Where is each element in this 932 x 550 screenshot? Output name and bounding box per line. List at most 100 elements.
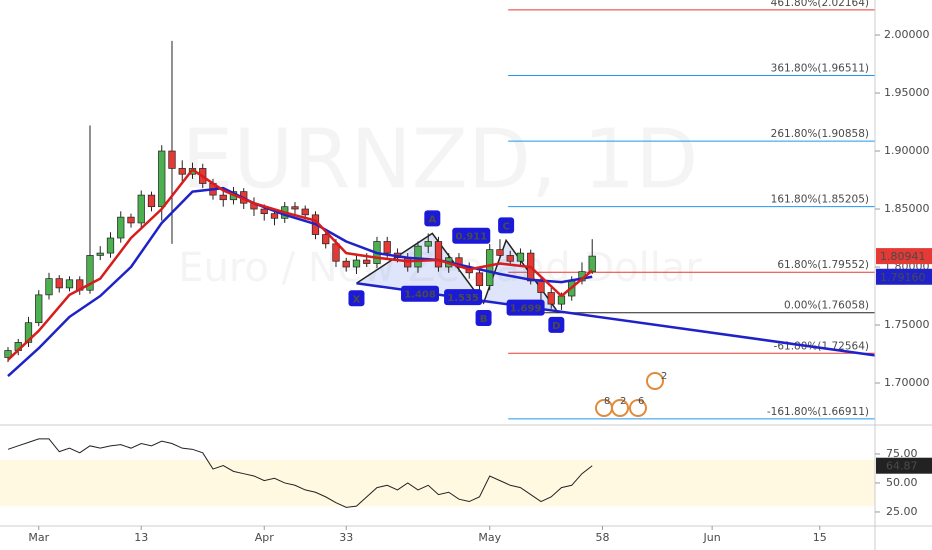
candle-body: [260, 208, 268, 215]
candle-body: [35, 294, 43, 324]
candle-body: [547, 292, 555, 305]
x-tick-label: Mar: [28, 531, 49, 544]
x-tick-label: 33: [339, 531, 353, 544]
candle-body: [496, 249, 504, 256]
rsi-tick-label: 75.00: [886, 447, 918, 460]
candle-body: [178, 168, 186, 175]
fib-label: 461.80%(2.02164): [771, 0, 869, 9]
y-tick-label: 1.95000: [884, 86, 930, 99]
fib-label: -161.80%(1.66911): [767, 406, 869, 418]
candle-body: [24, 322, 33, 343]
x-tick-label: 15: [813, 531, 827, 544]
pattern-ratio-box: [444, 289, 483, 306]
rsi-band: [0, 459, 875, 507]
fib-label: 161.80%(1.85205): [771, 194, 869, 206]
candle-body: [475, 272, 484, 286]
x-tick-label: Apr: [255, 531, 275, 544]
event-label: 6: [638, 396, 644, 407]
rsi-tick-label: 25.00: [886, 505, 918, 518]
event-badge: [629, 399, 647, 417]
candle-body: [506, 255, 514, 262]
candle-body: [106, 237, 115, 254]
y-tick-label: 1.75000: [884, 318, 930, 331]
y-tick-label: 1.85000: [884, 202, 930, 215]
pattern-point-box: [348, 290, 365, 307]
pattern-point-box: [498, 217, 515, 234]
moving-average: [7, 168, 594, 361]
event-badge: [646, 372, 664, 390]
pattern-point-label: A: [428, 214, 436, 225]
y-tick-label: 2.00000: [884, 28, 930, 41]
candle-body: [383, 241, 391, 254]
event-label: 8: [604, 396, 610, 407]
candle-body: [291, 206, 299, 210]
candle-body: [86, 255, 94, 291]
price-label-box: [876, 248, 932, 265]
rsi-value-label: 64.87: [886, 460, 918, 473]
candle-body: [45, 278, 53, 296]
trendline: [356, 282, 875, 357]
candle-body: [434, 241, 443, 268]
pattern-point-box: [475, 309, 492, 326]
event-label: 2: [661, 371, 667, 382]
pattern-point-box: [424, 210, 441, 227]
x-tick-label: May: [478, 531, 501, 544]
pattern-ratio-label: 0.911: [455, 232, 487, 243]
fib-label: 261.80%(1.90858): [771, 128, 869, 140]
pattern-ratio-label: 1.408: [404, 290, 436, 301]
price-label: 1.80941: [880, 250, 926, 263]
fib-label: -61.80%(1.72564): [774, 340, 869, 352]
candle-body: [4, 350, 12, 358]
candle-body: [342, 260, 350, 268]
pattern-point-box: [548, 316, 565, 333]
pattern-point-label: C: [502, 221, 509, 232]
price-label: 1.79160: [880, 271, 926, 284]
candle-body: [322, 234, 330, 245]
price-label-box: [876, 268, 932, 285]
price-pane: 461.80%(2.02164)361.80%(1.96511)261.80%(…: [4, 0, 875, 420]
candle-body: [424, 241, 432, 247]
fib-label: 0.00%(1.76058): [784, 300, 869, 312]
pattern-point-label: B: [480, 314, 488, 325]
pattern-ratio-label: 1.535: [447, 293, 479, 304]
pattern-point-label: D: [552, 321, 560, 332]
candle-body: [117, 216, 125, 239]
rsi-pane: [0, 438, 875, 508]
pattern-point-label: X: [353, 294, 361, 305]
pattern-fill: [356, 233, 484, 303]
candle-body: [363, 259, 371, 264]
x-tick-label: 13: [134, 531, 148, 544]
watermark-symbol: EURNZD, 1D: [182, 112, 699, 207]
pattern-ratio-box: [452, 227, 491, 244]
candle-body: [65, 279, 74, 289]
candle-body: [55, 278, 63, 289]
candle-body: [137, 194, 145, 224]
fib-label: 61.80%(1.79552): [777, 259, 869, 271]
x-tick-label: Jun: [703, 531, 721, 544]
candle-body: [219, 194, 227, 201]
pattern-line: [356, 232, 557, 311]
event-badge: [611, 399, 629, 417]
candle-body: [352, 259, 361, 268]
pattern-ratio-label: 1.699: [510, 304, 542, 315]
rsi-value-box: [876, 457, 932, 474]
pattern-ratio-box: [506, 299, 545, 316]
moving-average: [7, 186, 593, 377]
candle-body: [537, 280, 545, 293]
candle-body: [270, 213, 279, 219]
candle-body: [147, 194, 156, 208]
candle-body: [414, 245, 422, 268]
candle-body: [158, 150, 166, 208]
y-tick-label: 1.70000: [884, 376, 930, 389]
candle-body: [486, 249, 494, 286]
event-label: 2: [620, 396, 626, 407]
x-tick-label: 58: [595, 531, 609, 544]
rsi-tick-label: 50.00: [886, 476, 918, 489]
candle-body: [96, 252, 104, 256]
candle-body: [301, 208, 309, 216]
candle-body: [127, 216, 135, 224]
fib-label: 361.80%(1.96511): [771, 63, 869, 75]
